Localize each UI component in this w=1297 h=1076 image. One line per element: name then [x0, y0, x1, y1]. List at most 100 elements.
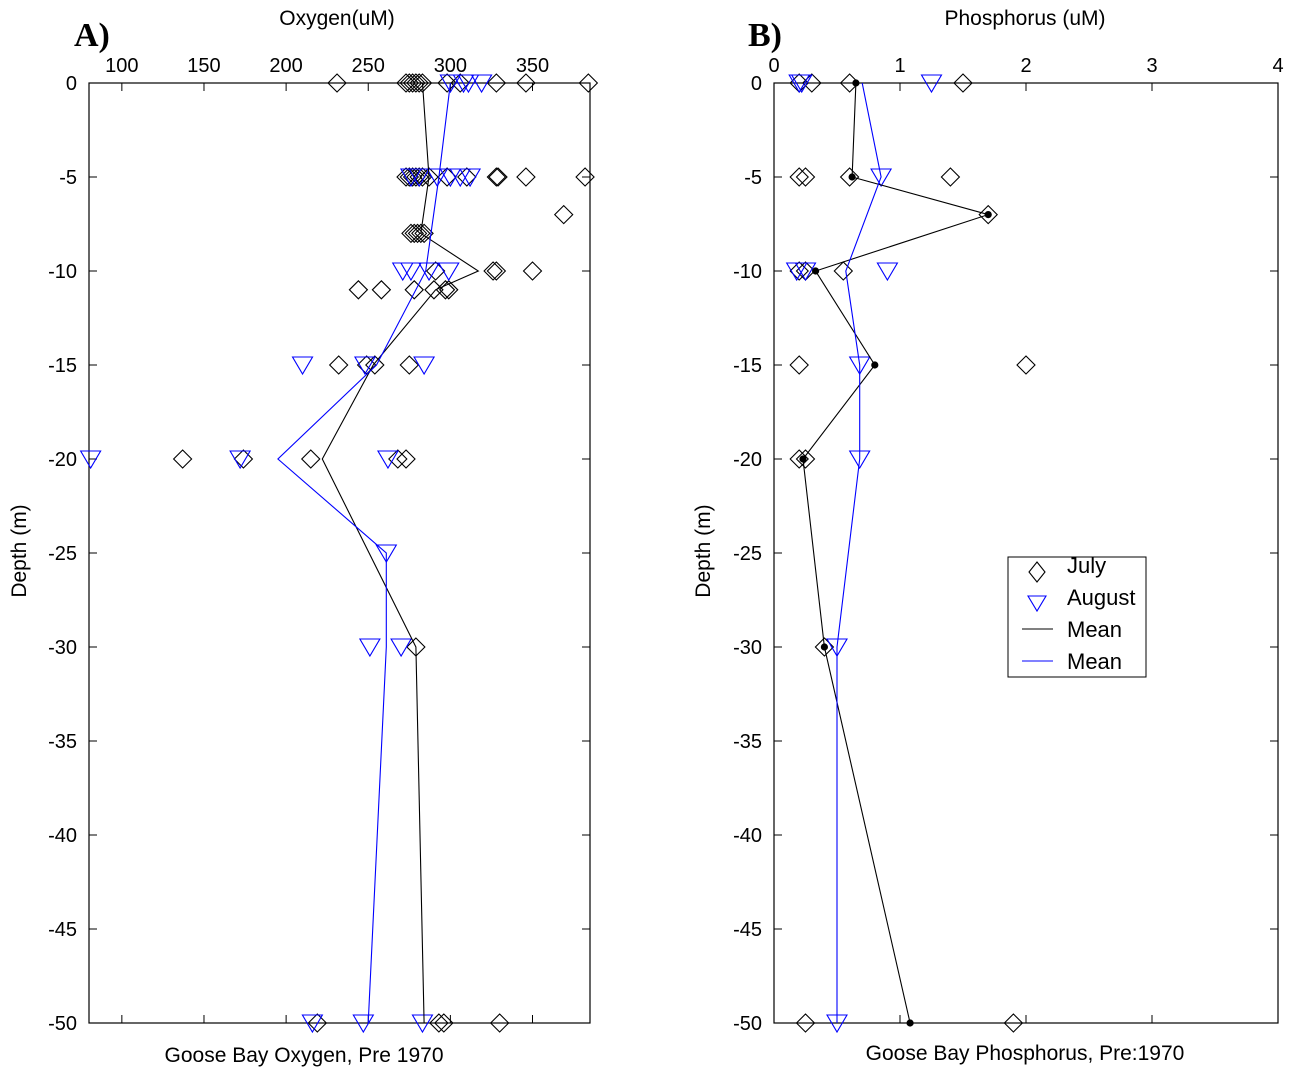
phosphorus-august-1-point — [876, 262, 899, 282]
legend: July August Mean Mean — [1007, 553, 1147, 678]
phosphorus-july-0-point — [940, 167, 961, 187]
oxygen-x-tick-label: 100 — [105, 55, 138, 77]
oxygen-july-0-point — [435, 280, 456, 300]
oxygen-july-0-point — [407, 223, 428, 244]
oxygen-august-1-point — [376, 450, 399, 470]
phosphorus-y-tick-label: -40 — [733, 825, 762, 847]
oxygen-july-0-point — [388, 449, 408, 469]
phosphorus-y-tick-label: -30 — [733, 637, 762, 659]
oxygen-july-0-point — [489, 1013, 510, 1033]
oxygen-august-1-point — [358, 638, 381, 658]
oxygen-july-0-point — [516, 167, 536, 187]
phosphorus-july-0-point — [795, 449, 816, 469]
oxygen-july-0-point — [404, 223, 425, 244]
oxygen-august-1-point — [229, 450, 252, 470]
phosphorus-x-tick-label: 4 — [1272, 55, 1283, 77]
oxygen-july-0-point — [399, 73, 420, 93]
legend-box — [1007, 556, 1147, 678]
phosphorus-mean-2-point — [848, 173, 856, 181]
oxygen-axis-title: Oxygen(uM) — [279, 7, 395, 30]
phosphorus-x-tick-label: 0 — [768, 55, 779, 77]
phosphorus-july-0-point — [1016, 355, 1036, 375]
legend-august-marker — [1027, 595, 1047, 613]
oxygen-july-0-point — [233, 449, 254, 469]
phosphorus-y-tick-label: -20 — [733, 449, 762, 471]
legend-mean-black-label: Mean — [1067, 617, 1122, 642]
oxygen-july-0-point — [578, 73, 599, 93]
oxygen-july-0-point — [486, 73, 507, 93]
oxygen-july-0-point — [327, 73, 347, 93]
phosphorus-mean-2-point — [811, 267, 820, 275]
oxygen-y-tick-label: -20 — [48, 449, 77, 471]
phosphorus-axis-title: Phosphorus (uM) — [944, 7, 1105, 30]
oxygen-y-tick-label: -10 — [48, 261, 77, 283]
oxygen-x-tick-label: 300 — [434, 55, 467, 77]
oxygen-july-0-point — [172, 449, 193, 469]
phosphorus-y-tick-label: -10 — [733, 261, 762, 283]
phosphorus-july-0-point — [795, 1013, 816, 1033]
phosphorus-mean-2-point — [820, 643, 829, 651]
phosphorus-july-0-point — [839, 167, 860, 187]
oxygen-august-1-point — [413, 356, 436, 376]
oxygen-july-0-point — [419, 167, 439, 187]
oxygen-plot-frame — [88, 82, 591, 1024]
phosphorus-july-0-point — [1003, 1013, 1024, 1033]
oxygen-july-0-point — [399, 355, 420, 375]
panel-a-label: A) — [74, 17, 110, 54]
oxygen-ticks: 100 150 200 250 300 350 0 -5 -10 -15 -20 -25 -30 -35 -… — [48, 55, 590, 1035]
oxygen-august-1-point — [457, 74, 480, 94]
oxygen-july-0-point — [328, 355, 349, 375]
oxygen-august-1-point — [426, 168, 449, 188]
legend-july-label: July — [1067, 553, 1106, 578]
oxygen-mean-3-line — [277, 82, 451, 1024]
oxygen-y-tick-label: -50 — [48, 1013, 77, 1035]
phosphorus-august-1-point — [848, 356, 871, 376]
oxygen-july-0-point — [371, 280, 392, 300]
oxygen-august-1-point — [375, 544, 398, 564]
phosphorus-july-0-point — [833, 261, 854, 281]
oxygen-x-tick-label: 250 — [352, 55, 385, 77]
oxygen-july-0-point — [488, 167, 508, 187]
oxygen-july-0-point — [411, 223, 431, 244]
oxygen-mean-2-line — [321, 82, 480, 1024]
phosphorus-august-1-point — [790, 74, 813, 94]
oxygen-august-1-point — [411, 1014, 434, 1034]
phosphorus-july-0-point — [978, 204, 998, 225]
oxygen-july-0-point — [486, 167, 507, 187]
oxygen-july-0-point — [553, 204, 574, 225]
oxygen-august-1-point — [418, 262, 440, 282]
legend-mean-blue-label: Mean — [1067, 649, 1122, 674]
oxygen-august-1-point — [352, 1014, 375, 1034]
phosphorus-depth-axis-title: Depth (m) — [692, 504, 715, 597]
phosphorus-y-tick-label: -15 — [733, 355, 762, 377]
phosphorus-caption: Goose Bay Phosphorus, Pre:1970 — [866, 1042, 1185, 1065]
oxygen-y-tick-label: -40 — [48, 825, 77, 847]
oxygen-july-0-point — [300, 449, 321, 469]
phosphorus-july-0-point — [789, 167, 809, 187]
oxygen-july-0-point — [412, 73, 433, 93]
phosphorus-mean-2-point — [852, 79, 860, 87]
phosphorus-mean-2-point — [906, 1019, 914, 1027]
oxygen-july-0-point — [402, 73, 423, 93]
oxygen-y-tick-label: 0 — [66, 73, 77, 95]
oxygen-july-0-point — [434, 1013, 454, 1033]
oxygen-august-1-point — [408, 168, 431, 188]
phosphorus-y-tick-label: -45 — [733, 919, 762, 941]
oxygen-august-1-point — [437, 262, 460, 282]
phosphorus-x-tick-label: 3 — [1146, 55, 1157, 77]
oxygen-july-0-point — [406, 167, 426, 187]
oxygen-july-0-point — [409, 73, 429, 93]
oxygen-august-1-point — [79, 450, 102, 470]
oxygen-july-0-point — [575, 167, 595, 187]
oxygen-y-tick-label: -15 — [48, 355, 77, 377]
oxygen-august-1-point — [470, 74, 493, 94]
phosphorus-panel: B) Phosphorus (uM) Depth (m) Goose Bay P… — [692, 7, 1284, 1065]
oxygen-july-0-point — [457, 167, 477, 187]
phosphorus-x-tick-label: 2 — [1020, 55, 1031, 77]
phosphorus-y-tick-label: -50 — [733, 1013, 762, 1035]
oxygen-july-0-point — [396, 73, 416, 93]
phosphorus-july-0-point — [789, 261, 809, 281]
oxygen-y-tick-label: -5 — [59, 167, 77, 189]
oxygen-july-0-point — [307, 1013, 328, 1033]
phosphorus-august-1-point — [826, 638, 848, 658]
